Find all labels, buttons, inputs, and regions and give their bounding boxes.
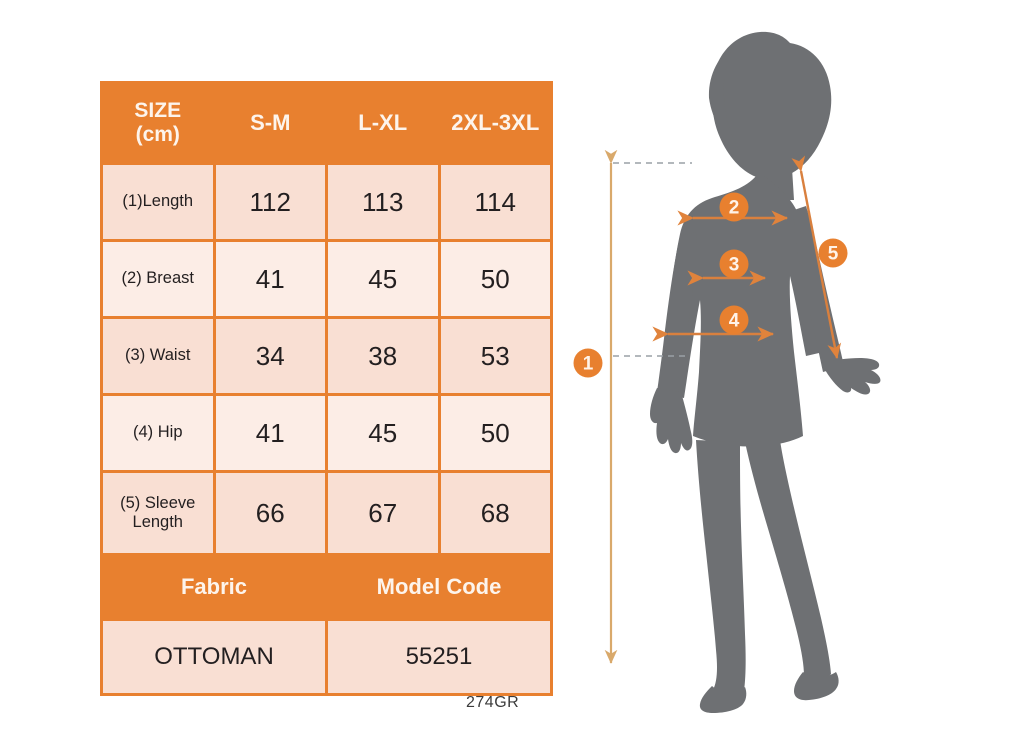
row-label-waist: (3) Waist — [103, 319, 213, 393]
model-code-tag: 274GR — [466, 694, 520, 711]
cell-hip-s-m: 41 — [215, 396, 325, 470]
cell-breast-2xl-3xl: 50 — [440, 242, 550, 316]
measure-badge-5: 5 — [818, 238, 848, 268]
cell-hip-l-xl: 45 — [328, 396, 438, 470]
measurement-diagram: 1 2 3 4 5 — [560, 0, 1024, 735]
cell-hip-2xl-3xl: 50 — [440, 396, 550, 470]
header-size-label: SIZE — [134, 99, 182, 123]
table-footer-header-row: Fabric Model Code — [103, 556, 550, 618]
measure-badge-1: 1 — [573, 348, 603, 378]
size-chart-table-container: SIZE (cm) S-M L-XL 2XL-3XL (1)Length 112… — [100, 81, 553, 696]
cell-breast-l-xl: 45 — [328, 242, 438, 316]
row-label-length: (1)Length — [103, 165, 213, 239]
female-silhouette — [650, 31, 881, 713]
size-chart-table: SIZE (cm) S-M L-XL 2XL-3XL (1)Length 112… — [100, 81, 553, 696]
table-row: (1)Length 112 113 114 — [103, 165, 550, 239]
header-size-unit: (cm) — [135, 123, 180, 146]
footer-header-fabric: Fabric — [103, 556, 325, 618]
cell-breast-s-m: 41 — [215, 242, 325, 316]
table-footer-value-row: OTTOMAN 55251 — [103, 621, 550, 693]
table-row: (2) Breast 41 45 50 — [103, 242, 550, 316]
header-cell-size: SIZE (cm) — [103, 84, 213, 162]
cell-length-2xl-3xl: 114 — [440, 165, 550, 239]
cell-waist-2xl-3xl: 53 — [440, 319, 550, 393]
table-row: (3) Waist 34 38 53 — [103, 319, 550, 393]
footer-header-model-code: Model Code — [328, 556, 550, 618]
cell-sleeve-l-xl: 67 — [328, 473, 438, 553]
measure-badge-1-label: 1 — [583, 354, 594, 375]
row-label-breast: (2) Breast — [103, 242, 213, 316]
header-cell-2xl-3xl: 2XL-3XL — [440, 84, 550, 162]
measure-badge-4: 4 — [719, 305, 749, 335]
header-cell-l-xl: L-XL — [328, 84, 438, 162]
table-row: (5) Sleeve Length 66 67 68 — [103, 473, 550, 553]
cell-waist-l-xl: 38 — [328, 319, 438, 393]
measure-badge-3: 3 — [719, 249, 749, 279]
cell-length-s-m: 112 — [215, 165, 325, 239]
table-header-row: SIZE (cm) S-M L-XL 2XL-3XL — [103, 84, 550, 162]
measure-badge-4-label: 4 — [729, 311, 740, 332]
row-label-sleeve-length: (5) Sleeve Length — [103, 473, 213, 553]
measure-badge-2: 2 — [719, 192, 749, 222]
row-label-hip: (4) Hip — [103, 396, 213, 470]
cell-sleeve-2xl-3xl: 68 — [440, 473, 550, 553]
footer-value-model-code: 55251 — [328, 621, 550, 693]
figure-svg: 1 2 3 4 5 — [573, 31, 881, 713]
measure-badge-5-label: 5 — [828, 244, 839, 265]
cell-waist-s-m: 34 — [215, 319, 325, 393]
table-row: (4) Hip 41 45 50 — [103, 396, 550, 470]
header-cell-s-m: S-M — [215, 84, 325, 162]
cell-length-l-xl: 113 — [328, 165, 438, 239]
footer-value-fabric: OTTOMAN — [103, 621, 325, 693]
measure-badge-3-label: 3 — [729, 255, 740, 276]
measure-line-sleeve — [791, 155, 842, 359]
cell-sleeve-s-m: 66 — [215, 473, 325, 553]
measure-badge-2-label: 2 — [729, 198, 740, 219]
